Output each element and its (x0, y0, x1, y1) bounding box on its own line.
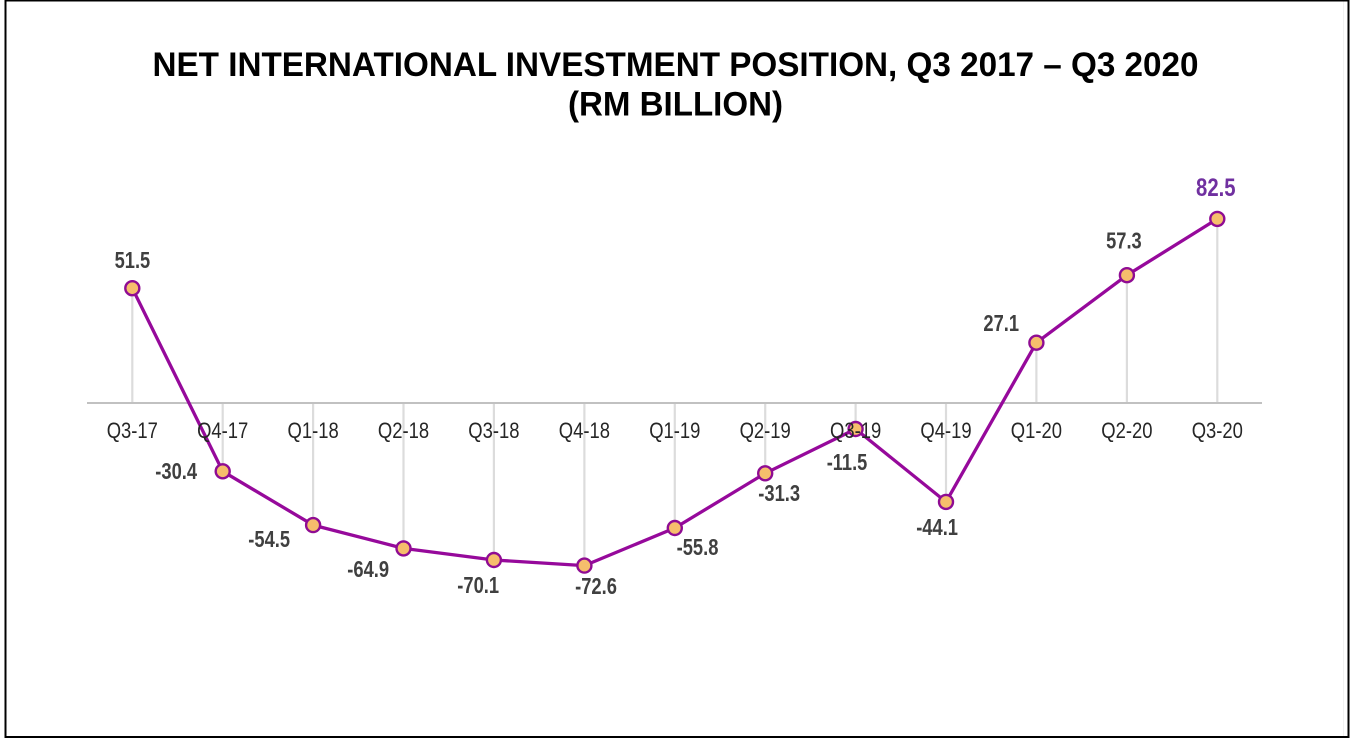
svg-text:-30.4: -30.4 (155, 458, 197, 484)
svg-text:-72.6: -72.6 (575, 573, 617, 599)
svg-text:Q4-18: Q4-18 (559, 418, 610, 443)
svg-text:Q1-19: Q1-19 (649, 418, 700, 443)
svg-text:-64.9: -64.9 (347, 556, 389, 582)
svg-text:-11.5: -11.5 (827, 449, 868, 475)
svg-text:82.5: 82.5 (1196, 174, 1236, 202)
svg-text:-31.3: -31.3 (758, 480, 800, 506)
svg-text:-44.1: -44.1 (916, 514, 958, 540)
svg-text:-55.8: -55.8 (677, 534, 719, 560)
svg-text:Q3-17: Q3-17 (107, 418, 158, 443)
svg-text:Q2-18: Q2-18 (378, 418, 429, 443)
svg-text:51.5: 51.5 (115, 247, 151, 273)
svg-text:57.3: 57.3 (1106, 227, 1142, 253)
svg-text:(RM BILLION): (RM BILLION) (568, 86, 783, 124)
svg-text:Q4-19: Q4-19 (920, 418, 971, 443)
svg-text:Q3-19: Q3-19 (830, 418, 881, 443)
svg-text:Q1-18: Q1-18 (288, 418, 339, 443)
svg-text:Q1-20: Q1-20 (1011, 418, 1062, 443)
svg-text:Q3-18: Q3-18 (468, 418, 519, 443)
svg-text:Q4-17: Q4-17 (197, 418, 248, 443)
svg-text:Q2-19: Q2-19 (740, 418, 791, 443)
svg-text:Q2-20: Q2-20 (1101, 418, 1152, 443)
svg-text:27.1: 27.1 (983, 310, 1019, 336)
svg-text:Q3-20: Q3-20 (1192, 418, 1243, 443)
svg-text:-70.1: -70.1 (457, 572, 499, 598)
svg-text:NET INTERNATIONAL INVESTMENT P: NET INTERNATIONAL INVESTMENT POSITION, Q… (153, 46, 1199, 84)
svg-text:-54.5: -54.5 (248, 526, 290, 552)
